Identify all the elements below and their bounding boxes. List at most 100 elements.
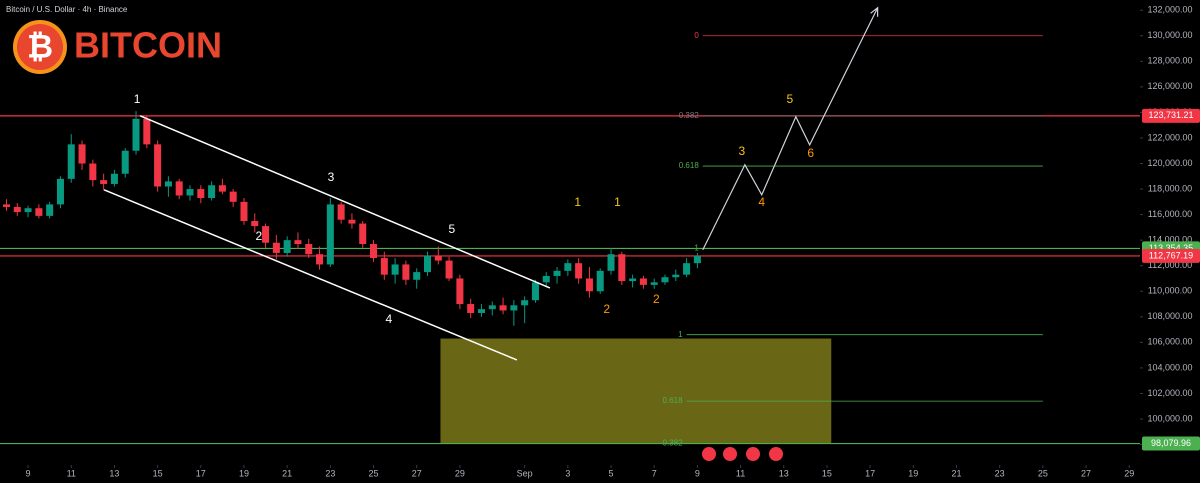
y-tick-label: 116,000.00 xyxy=(1148,209,1192,219)
price-label-box xyxy=(1142,248,1200,263)
price-label: 123,731.21 xyxy=(1148,110,1193,120)
candle-body xyxy=(110,173,118,184)
x-tick-label: 11 xyxy=(67,468,76,478)
fib-label: 1 xyxy=(694,244,699,253)
wave-label: 3 xyxy=(739,144,746,158)
candle-body xyxy=(467,304,475,313)
x-tick-label: 7 xyxy=(652,468,657,478)
y-tick-label: 112,000.00 xyxy=(1148,260,1192,270)
candle-body xyxy=(477,309,485,313)
wave-label: 1 xyxy=(134,92,141,106)
candle-body xyxy=(488,305,496,310)
x-tick-label: 19 xyxy=(239,468,249,478)
event-icon[interactable] xyxy=(746,447,760,461)
y-tick-label: 126,000.00 xyxy=(1147,81,1192,91)
y-tick-label: 122,000.00 xyxy=(1147,132,1192,142)
event-icon[interactable] xyxy=(723,447,737,461)
candle-body xyxy=(629,278,637,282)
x-tick-label: 13 xyxy=(109,468,119,478)
candle-body xyxy=(672,274,680,278)
candle-body xyxy=(542,275,550,283)
x-tick-label: 9 xyxy=(695,468,700,478)
event-icon[interactable] xyxy=(769,447,783,461)
logo-inner xyxy=(17,24,63,70)
candle-body xyxy=(100,180,108,184)
candle-body xyxy=(35,208,43,216)
candle-body xyxy=(46,204,54,216)
candle-body xyxy=(337,204,345,220)
x-tick-label: 21 xyxy=(282,468,292,478)
fib-label: 0.618 xyxy=(679,161,700,170)
fib-label: 1 xyxy=(678,330,683,339)
y-tick-label: 106,000.00 xyxy=(1147,337,1192,347)
fib-label: 0.382 xyxy=(663,439,684,448)
candle-body xyxy=(67,144,75,179)
wave-label: 6 xyxy=(807,146,814,160)
candle-body xyxy=(175,181,183,196)
candle-body xyxy=(402,264,410,280)
wave-label: 2 xyxy=(256,229,263,243)
x-tick-label: 15 xyxy=(153,468,163,478)
candle-body xyxy=(143,118,151,145)
y-tick-label: 132,000.00 xyxy=(1147,5,1192,15)
wave-label: 4 xyxy=(386,312,393,326)
candle-body xyxy=(154,144,162,187)
candle-body xyxy=(197,189,205,199)
y-tick-label: 104,000.00 xyxy=(1147,362,1192,372)
candle-body xyxy=(316,254,324,265)
y-tick-label: 130,000.00 xyxy=(1147,30,1192,40)
candle-body xyxy=(661,277,669,283)
candle-body xyxy=(391,264,399,275)
candle-body xyxy=(359,223,367,244)
y-tick-label: 110,000.00 xyxy=(1148,286,1192,296)
event-icon[interactable] xyxy=(702,447,716,461)
price-label: 98,079.96 xyxy=(1151,438,1191,448)
fib-label: 0.618 xyxy=(663,396,684,405)
x-tick-label: 5 xyxy=(609,468,614,478)
x-tick-label: 27 xyxy=(1081,468,1091,478)
channel-line xyxy=(139,115,551,289)
fib-label: 0 xyxy=(694,31,699,40)
y-tick-label: 120,000.00 xyxy=(1147,158,1192,168)
candle-body xyxy=(305,243,313,255)
candle-body xyxy=(121,150,129,174)
symbol-header: Bitcoin / U.S. Dollar · 4h · Binance xyxy=(6,5,128,14)
candle-body xyxy=(326,204,334,265)
candle-body xyxy=(445,260,453,279)
candle-body xyxy=(521,300,529,306)
candle-body xyxy=(510,305,518,311)
x-tick-label: 9 xyxy=(26,468,31,478)
candle-body xyxy=(262,226,270,243)
candle-body xyxy=(251,221,259,227)
y-tick-label: 108,000.00 xyxy=(1147,311,1192,321)
logo-symbol: ₿ xyxy=(27,28,53,64)
x-tick-label: 3 xyxy=(565,468,570,478)
candle-body xyxy=(553,270,561,276)
x-tick-label: Sep xyxy=(517,468,533,478)
candle-body xyxy=(607,254,615,271)
candle-body xyxy=(413,272,421,280)
candle-body xyxy=(89,163,97,181)
x-tick-label: 23 xyxy=(995,468,1005,478)
wave-label: 5 xyxy=(449,222,456,236)
x-tick-label: 21 xyxy=(951,468,961,478)
x-tick-label: 25 xyxy=(369,468,379,478)
wave-label: 5 xyxy=(786,92,793,106)
candle-body xyxy=(24,208,32,213)
x-tick-label: 17 xyxy=(865,468,875,478)
fib-label: 0.382 xyxy=(679,111,700,120)
x-tick-label: 29 xyxy=(455,468,465,478)
candle-body xyxy=(423,255,432,273)
candle-body xyxy=(13,206,21,213)
candle-body xyxy=(56,178,64,205)
candle-body xyxy=(218,185,226,192)
x-tick-label: 27 xyxy=(412,468,422,478)
candle-body xyxy=(240,201,248,222)
channel-line xyxy=(103,189,518,361)
x-tick-label: 17 xyxy=(196,468,206,478)
wave-label: 2 xyxy=(603,302,610,316)
candle-body xyxy=(283,240,291,253)
candle-body xyxy=(164,181,172,187)
y-tick-label: 128,000.00 xyxy=(1147,56,1192,66)
candle-body xyxy=(596,270,604,292)
